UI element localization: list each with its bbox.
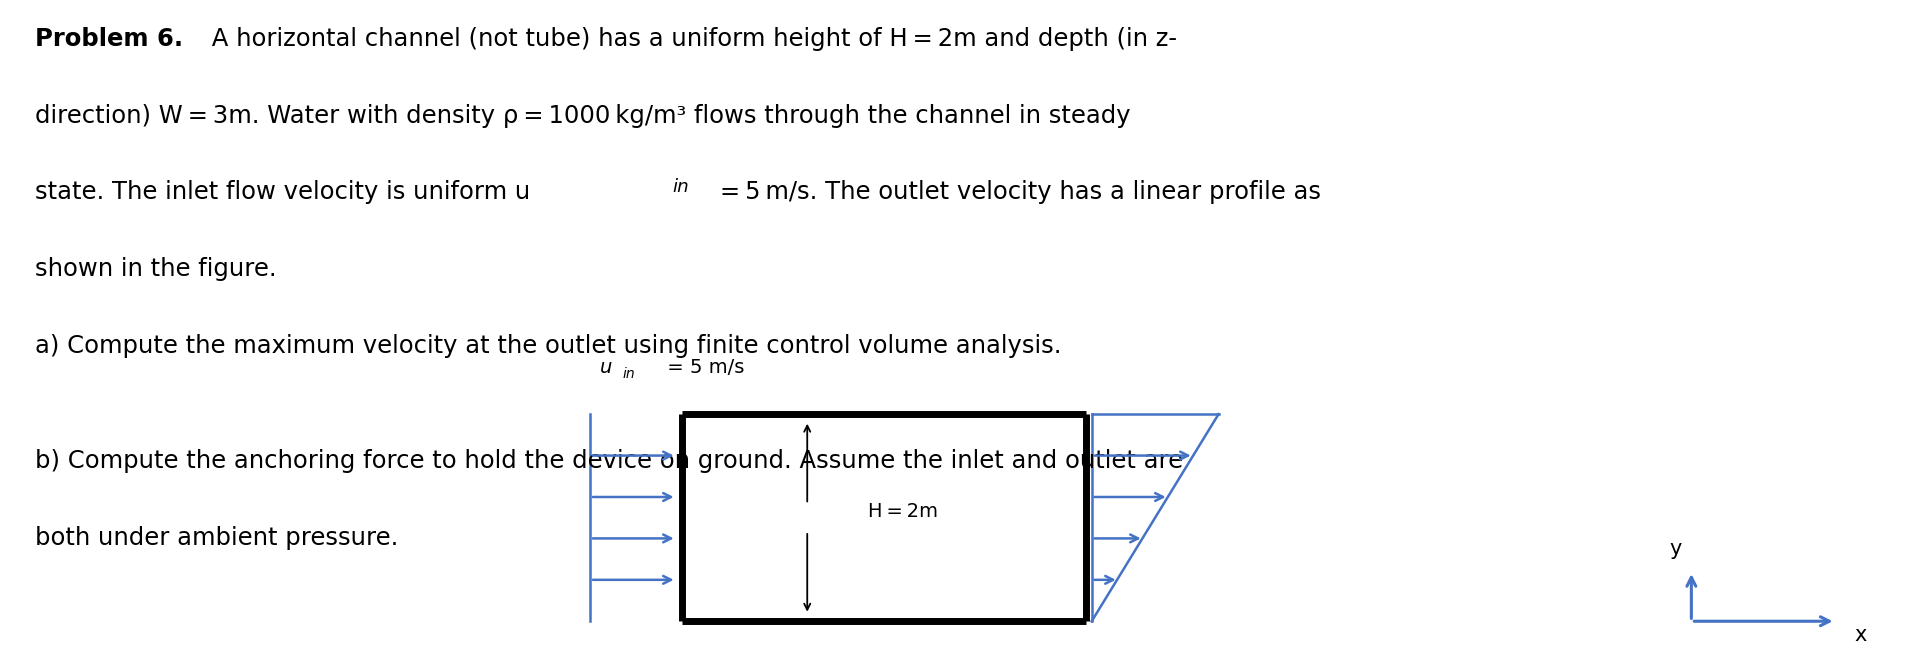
Text: H = 2m: H = 2m: [869, 502, 938, 520]
Text: state. The inlet flow velocity is uniform u: state. The inlet flow velocity is unifor…: [35, 180, 530, 204]
Text: in: in: [623, 367, 636, 381]
Text: in: in: [673, 178, 690, 196]
Text: b) Compute the anchoring force to hold the device on ground. Assume the inlet an: b) Compute the anchoring force to hold t…: [35, 450, 1182, 473]
Text: shown in the figure.: shown in the figure.: [35, 257, 277, 281]
Text: y: y: [1670, 539, 1682, 559]
Text: both under ambient pressure.: both under ambient pressure.: [35, 526, 398, 550]
Text: u: u: [600, 359, 611, 377]
Text: Problem 6.: Problem 6.: [35, 27, 183, 51]
Text: A horizontal channel (not tube) has a uniform height of H = 2m and depth (in z-: A horizontal channel (not tube) has a un…: [204, 27, 1176, 51]
Text: = 5 m/s. The outlet velocity has a linear profile as: = 5 m/s. The outlet velocity has a linea…: [715, 180, 1320, 204]
Text: a) Compute the maximum velocity at the outlet using finite control volume analys: a) Compute the maximum velocity at the o…: [35, 334, 1061, 358]
Text: x: x: [1855, 625, 1866, 645]
Text: direction) W = 3m. Water with density ρ = 1000 kg/m³ flows through the channel i: direction) W = 3m. Water with density ρ …: [35, 104, 1130, 128]
Text: = 5 m/s: = 5 m/s: [661, 359, 744, 377]
